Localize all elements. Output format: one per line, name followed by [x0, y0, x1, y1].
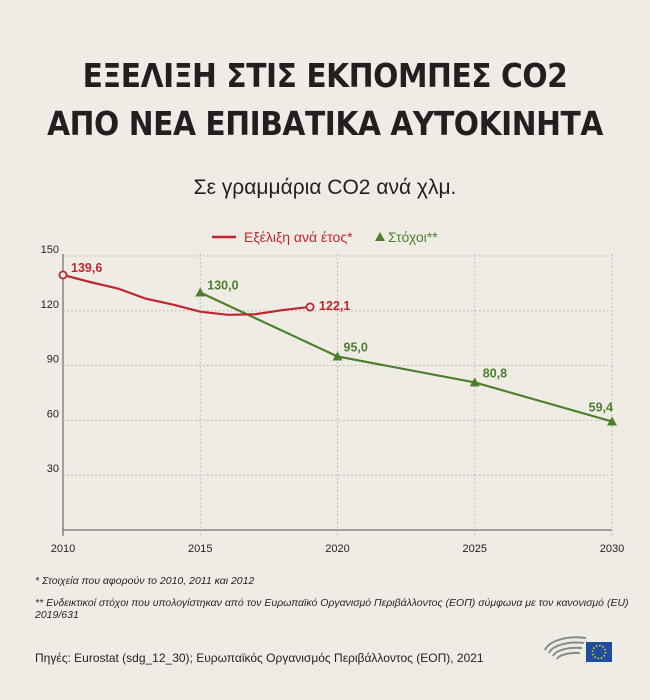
footnote-1: * Στοιχεία που αφορούν το 2010, 2011 και… — [35, 575, 255, 587]
chart-subtitle: Σε γραμμάρια CO2 ανά χλμ. — [193, 176, 457, 199]
target-point-marker — [195, 287, 206, 297]
x-tick-label: 2015 — [188, 543, 212, 555]
line-chart: Εξέλιξη ανά έτος* Στόχοι** 30 60 90 120 150 2… — [41, 229, 625, 555]
actual-data-label: 139,6 — [71, 261, 102, 275]
actual-point-marker — [305, 302, 315, 312]
x-tick-label: 2030 — [600, 543, 624, 555]
x-tick-label: 2025 — [463, 543, 487, 555]
title-line-2: ΑΠΟ ΝΕΑ ΕΠΙΒΑΤΙΚΑ ΑΥΤΟΚΙΝΗΤΑ — [47, 104, 603, 143]
x-tick-label: 2010 — [51, 543, 75, 555]
actual-series-line — [62, 273, 311, 316]
y-tick-label: 90 — [47, 354, 59, 366]
european-parliament-logo — [544, 636, 612, 662]
legend-target-label: Στόχοι** — [388, 229, 438, 245]
target-point-marker — [469, 377, 480, 387]
title-line-1: ΕΞΕΛΙΞΗ ΣΤΙΣ ΕΚΠΟΜΠΕΣ CO2 — [82, 56, 568, 95]
actual-data-label: 122,1 — [319, 299, 350, 313]
eu-flag — [586, 642, 612, 662]
legend-target-swatch — [375, 232, 385, 241]
footnote-2: ** Ενδεικτικοί στόχοι που υπολογίστηκαν … — [35, 597, 629, 621]
target-data-label: 95,0 — [344, 340, 368, 354]
source-note: Πηγές: Eurostat (sdg_12_30); Ευρωπαϊκός … — [35, 651, 484, 665]
plot-area: 139,6 122,1 130,0 95,0 80,8 59,4 — [58, 261, 617, 426]
legend: Εξέλιξη ανά έτος* Στόχοι** — [212, 229, 438, 245]
target-data-label: 59,4 — [589, 400, 613, 414]
chart-title: ΕΞΕΛΙΞΗ ΣΤΙΣ ΕΚΠΟΜΠΕΣ CO2 ΑΠΟ ΝΕΑ ΕΠΙΒΑΤ… — [33, 52, 618, 148]
target-series-line — [199, 291, 613, 423]
y-tick-label: 30 — [47, 463, 59, 475]
actual-point-marker — [58, 270, 68, 280]
y-tick-label: 120 — [41, 299, 59, 311]
target-point-marker — [607, 416, 617, 426]
target-data-label: 80,8 — [483, 366, 507, 380]
y-tick-label: 150 — [41, 244, 59, 256]
target-data-label: 130,0 — [207, 279, 238, 293]
x-tick-label: 2020 — [325, 543, 349, 555]
target-point-marker — [332, 351, 343, 361]
axes: 30 60 90 120 150 2010 2015 2020 2025 2030 — [41, 244, 625, 555]
y-tick-label: 60 — [47, 408, 59, 420]
legend-actual-label: Εξέλιξη ανά έτος* — [244, 229, 353, 245]
